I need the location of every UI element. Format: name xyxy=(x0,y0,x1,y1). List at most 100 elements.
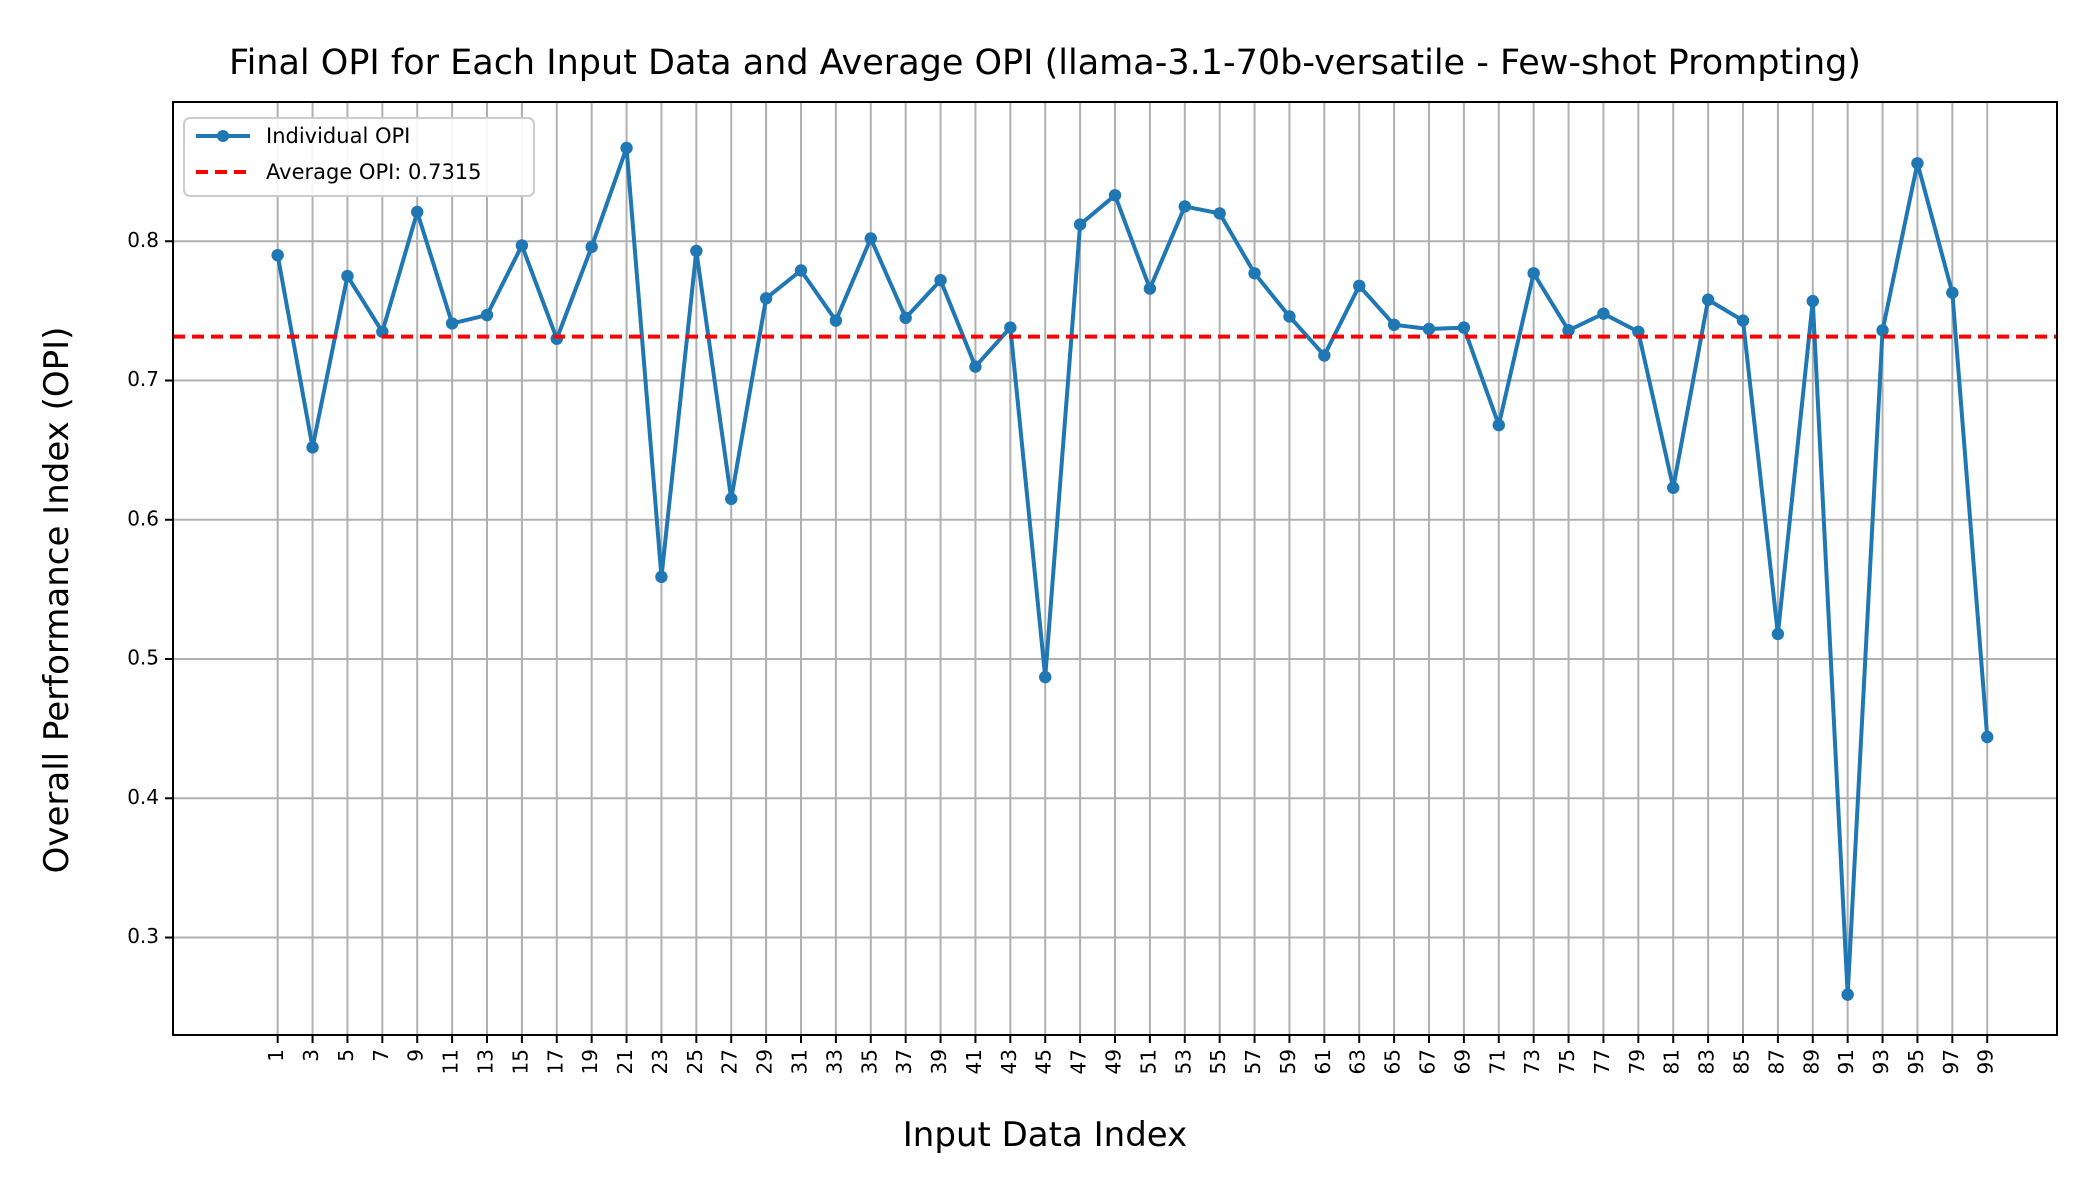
x-tick-label: 55 xyxy=(1206,1049,1230,1074)
data-point xyxy=(585,240,598,254)
data-point xyxy=(1911,157,1924,170)
x-tick-label: 99 xyxy=(1974,1049,1998,1074)
x-tick-label: 85 xyxy=(1730,1049,1754,1074)
data-point xyxy=(1004,321,1017,334)
data-point xyxy=(969,360,982,373)
y-axis-label: Overall Performance Index (OPI) xyxy=(37,327,77,874)
x-tick-label: 77 xyxy=(1590,1049,1614,1074)
data-point xyxy=(1667,481,1680,494)
x-tick-label: 71 xyxy=(1485,1049,1509,1074)
x-tick-label: 13 xyxy=(474,1049,498,1074)
x-tick-label: 39 xyxy=(927,1049,951,1074)
data-point xyxy=(690,244,703,258)
x-tick-label: 53 xyxy=(1171,1049,1195,1074)
data-point xyxy=(899,311,912,325)
x-tick-label: 45 xyxy=(1032,1049,1056,1074)
x-tick-label: 1 xyxy=(264,1049,288,1062)
data-point xyxy=(759,292,773,305)
x-tick-label: 87 xyxy=(1764,1049,1788,1074)
x-tick-label: 69 xyxy=(1450,1049,1474,1074)
tick-layer: 1 3 5 7 9 11 13 15 17 19 21 23 25 27 29 31 33 35 37 39 41 43 4… xyxy=(127,228,1998,1075)
data-point xyxy=(515,239,529,252)
data-point xyxy=(1981,730,1994,744)
data-point xyxy=(794,264,808,277)
x-tick-label: 67 xyxy=(1416,1049,1440,1074)
x-tick-label: 79 xyxy=(1625,1049,1649,1074)
data-point xyxy=(1143,282,1157,295)
x-tick-label: 3 xyxy=(299,1049,323,1062)
data-point xyxy=(1318,349,1331,362)
x-tick-label: 63 xyxy=(1346,1049,1370,1074)
data-point xyxy=(445,317,459,330)
data-point xyxy=(1736,314,1750,327)
y-tick-label: 0.8 xyxy=(127,228,159,252)
x-tick-label: 19 xyxy=(578,1049,602,1074)
data-point xyxy=(1039,670,1052,684)
x-tick-label: 9 xyxy=(404,1049,428,1062)
x-tick-label: 37 xyxy=(892,1049,916,1074)
data-point xyxy=(655,570,668,584)
y-tick-label: 0.6 xyxy=(127,506,159,530)
x-tick-label: 31 xyxy=(788,1049,812,1074)
x-tick-label: 95 xyxy=(1904,1049,1928,1074)
data-point xyxy=(620,141,633,155)
data-point xyxy=(480,308,494,322)
data-point xyxy=(1946,286,1959,299)
data-point xyxy=(306,441,319,454)
data-point xyxy=(1248,267,1261,280)
x-tick-label: 29 xyxy=(753,1049,777,1074)
data-point xyxy=(1527,267,1540,280)
x-axis-label: Input Data Index xyxy=(903,1115,1187,1155)
legend-frame xyxy=(183,117,535,197)
x-tick-label: 27 xyxy=(718,1049,742,1074)
data-point xyxy=(1422,322,1436,336)
legend: Individual OPI Average OPI: 0.7315 xyxy=(183,117,535,197)
x-tick-label: 49 xyxy=(1102,1049,1126,1074)
x-tick-label: 25 xyxy=(683,1049,707,1074)
x-tick-label: 59 xyxy=(1276,1049,1300,1074)
x-tick-label: 73 xyxy=(1520,1049,1544,1074)
x-tick-label: 97 xyxy=(1939,1049,1963,1074)
data-point xyxy=(1597,307,1610,320)
data-point xyxy=(1387,318,1401,332)
data-point xyxy=(1701,293,1715,306)
x-tick-label: 41 xyxy=(962,1049,986,1074)
chart-title: Final OPI for Each Input Data and Averag… xyxy=(229,43,1861,83)
data-point xyxy=(1457,321,1471,334)
x-tick-label: 57 xyxy=(1241,1049,1265,1074)
x-tick-label: 93 xyxy=(1869,1049,1893,1074)
data-point xyxy=(411,205,424,219)
x-tick-label: 83 xyxy=(1695,1049,1719,1074)
data-point xyxy=(1771,627,1785,641)
legend-series-label: Individual OPI xyxy=(266,124,410,148)
x-tick-label: 5 xyxy=(334,1049,358,1062)
grid-layer xyxy=(173,102,2057,1035)
data-point xyxy=(271,248,284,262)
x-tick-label: 61 xyxy=(1311,1049,1335,1074)
x-tick-label: 11 xyxy=(439,1049,463,1074)
data-point xyxy=(725,492,738,506)
data-point xyxy=(1806,294,1819,308)
y-tick-label: 0.3 xyxy=(127,924,159,948)
x-tick-label: 81 xyxy=(1660,1049,1684,1074)
series-line-individual-opi xyxy=(275,145,1990,997)
data-point xyxy=(1108,189,1122,202)
x-tick-label: 51 xyxy=(1136,1049,1160,1074)
data-point xyxy=(1876,324,1889,337)
data-point xyxy=(1073,218,1087,231)
legend-series-marker xyxy=(217,130,229,142)
data-point xyxy=(1492,418,1505,432)
x-tick-label: 23 xyxy=(648,1049,672,1074)
x-tick-label: 75 xyxy=(1555,1049,1579,1074)
data-point xyxy=(550,332,563,345)
data-point xyxy=(1283,310,1296,323)
x-tick-label: 15 xyxy=(508,1049,532,1074)
legend-average-label: Average OPI: 0.7315 xyxy=(266,160,482,184)
x-tick-label: 33 xyxy=(822,1049,846,1074)
data-point xyxy=(1353,279,1366,293)
y-tick-label: 0.4 xyxy=(127,785,159,809)
x-tick-label: 21 xyxy=(613,1049,637,1074)
x-tick-label: 91 xyxy=(1834,1049,1858,1074)
